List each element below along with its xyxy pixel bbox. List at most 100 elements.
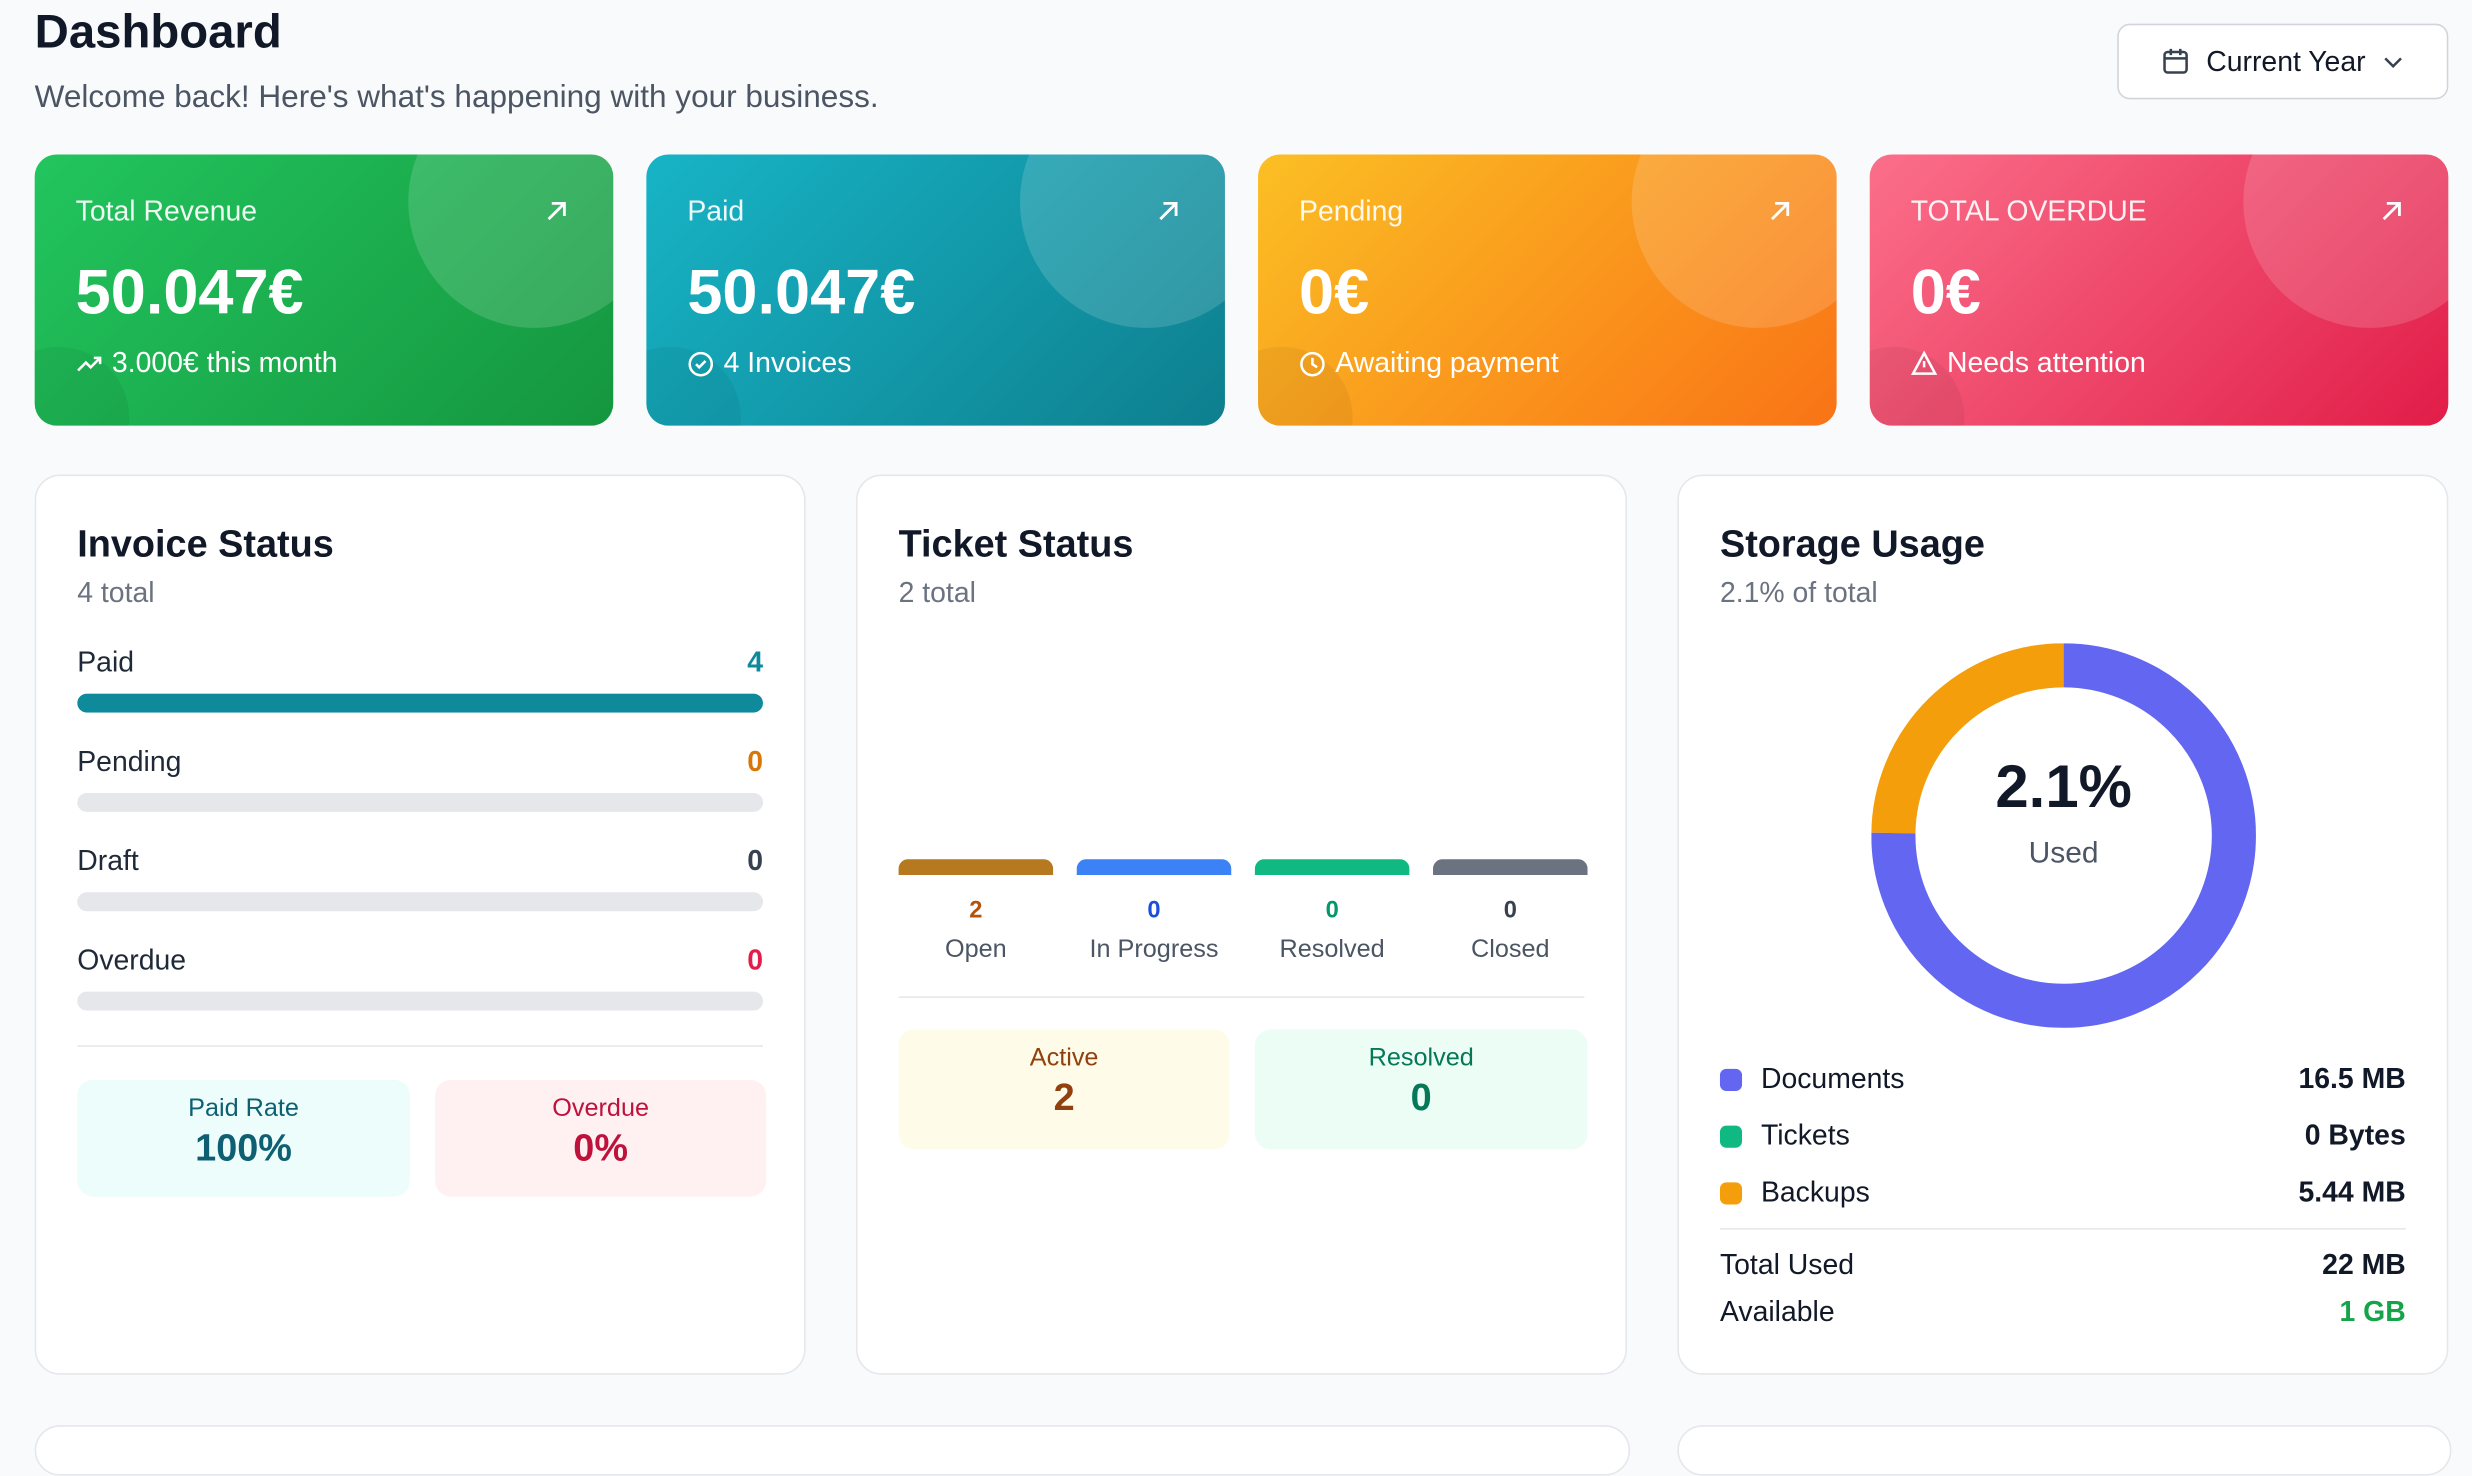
panel-subtitle: 2 total	[898, 576, 976, 609]
ticket-column: 0 Resolved	[1254, 859, 1410, 965]
invoice-status-panel: Invoice Status 4 total Paid 4 Pending 0 Draf…	[34, 474, 806, 1375]
card-value: 0€	[1299, 258, 1370, 328]
summary-value: 2	[1053, 1076, 1075, 1120]
chevron-icon	[2383, 57, 2402, 68]
card-note-text: Awaiting payment	[1335, 346, 1559, 379]
row-label: Paid	[77, 646, 135, 678]
dashboard: Dashboard Welcome back! Here's what's ha…	[34, 6, 2452, 1476]
card-value: 0€	[1910, 258, 1981, 328]
ticket-status-panel: Ticket Status 2 total 2 Open 0 In Progress 0…	[856, 474, 1627, 1375]
donut-segment	[1871, 643, 2256, 1028]
panel-title: Storage Usage	[1719, 523, 1985, 566]
card-value: 50.047€	[75, 258, 304, 328]
card-label: TOTAL OVERDUE	[1910, 195, 2147, 228]
page: {"header":{"title":"Dashboard","subtitle…	[34, 6, 2452, 1476]
page-title: Dashboard	[34, 6, 282, 59]
summary-label: Overdue	[552, 1095, 650, 1123]
decor	[408, 154, 614, 328]
summary-label: Paid Rate	[188, 1095, 299, 1123]
panel-subtitle: 2.1% of total	[1719, 576, 1878, 609]
legend-row: Tickets 0 Bytes	[1719, 1119, 2406, 1152]
card-note-text: 4 Invoices	[723, 346, 852, 379]
column-cap	[1433, 859, 1588, 875]
column-label: Resolved	[1279, 936, 1385, 964]
row-count: 0	[747, 745, 764, 778]
row-count: 0	[747, 845, 764, 877]
arrow-icon	[1767, 199, 1792, 232]
column-count: 2	[969, 897, 983, 924]
card-note-text: 3.000€ this month	[111, 346, 338, 379]
summary-label: Resolved	[1368, 1045, 1474, 1073]
row-count: 4	[747, 646, 764, 678]
card-note-text: Needs attention	[1946, 346, 2146, 379]
note-icon	[77, 356, 102, 372]
period-button[interactable]: Current Year	[2117, 23, 2449, 100]
stat-card[interactable]: Pending 0€ Awaiting payment	[1258, 154, 1837, 426]
summary-box: Overdue 0%	[435, 1079, 767, 1197]
arrow-icon	[544, 199, 569, 232]
total-row: Total Used 22 MB	[1720, 1249, 2406, 1282]
bottom-panel	[34, 1425, 1631, 1476]
ticket-column: 2 Open	[898, 859, 1054, 965]
total-label: Total Used	[1719, 1248, 1855, 1281]
panel-subtitle: 4 total	[77, 576, 155, 609]
arrow	[1770, 201, 1790, 221]
divider	[1719, 1228, 2406, 1230]
column-count: 0	[1147, 897, 1161, 924]
card-label: Total Revenue	[75, 195, 258, 228]
donut-chart: 2.1% Used	[1871, 643, 2256, 1028]
card-note: 3.000€ this month	[76, 347, 338, 380]
column-label: Open	[944, 936, 1007, 964]
legend-swatch	[1719, 1181, 1743, 1204]
summary-box: Resolved 0	[1254, 1029, 1588, 1150]
total-value: 1 GB	[2339, 1295, 2406, 1328]
card-note: 4 Invoices	[687, 347, 851, 380]
legend-swatch	[1719, 1068, 1743, 1091]
ticket-column: 0 Closed	[1433, 859, 1588, 965]
legend-swatch	[1719, 1124, 1743, 1147]
legend-label: Backups	[1760, 1176, 1870, 1208]
note-icon	[1910, 350, 1938, 375]
period-label: Current Year	[2206, 44, 2366, 77]
card-note: Needs attention	[1910, 346, 2146, 380]
column-cap	[1254, 859, 1410, 875]
summary-value: 0	[1410, 1076, 1432, 1120]
progress-track	[77, 991, 764, 1011]
stat-card[interactable]: Paid 50.047€ 4 Invoices	[646, 154, 1225, 426]
arrow-icon	[2379, 199, 2404, 232]
total-row: Available 1 GB	[1720, 1296, 2406, 1329]
page-subtitle: Welcome back! Here's what's happening wi…	[34, 80, 879, 116]
progress-track	[77, 792, 764, 812]
column-count: 0	[1325, 897, 1339, 924]
decor	[1631, 154, 1837, 328]
row-count: 0	[747, 944, 764, 976]
legend-label: Documents	[1760, 1062, 1905, 1095]
summary-value: 100%	[195, 1127, 292, 1170]
progress-track	[77, 892, 764, 912]
calendar-icon	[2163, 48, 2189, 74]
legend-row: Documents 16.5 MB	[1719, 1062, 2406, 1096]
panel-title: Invoice Status	[77, 523, 334, 566]
note-icon	[688, 351, 714, 377]
divider	[898, 996, 1585, 998]
progress-bar	[77, 693, 764, 713]
row-label: Draft	[77, 845, 139, 877]
summary-label: Active	[1029, 1045, 1099, 1073]
storage-usage-panel: Storage Usage 2.1% of total 2.1% Used Do…	[1677, 474, 2449, 1375]
card-note: Awaiting payment	[1299, 347, 1559, 380]
column-cap	[1076, 859, 1232, 875]
card-label: Paid	[687, 195, 745, 228]
decor	[1019, 154, 1225, 328]
summary-value: 0%	[573, 1127, 628, 1170]
decor	[2243, 154, 2449, 328]
stat-card[interactable]: TOTAL OVERDUE 0€ Needs attention	[1869, 154, 2449, 426]
arrow	[1159, 201, 1178, 221]
total-value: 22 MB	[2322, 1248, 2406, 1281]
stat-card[interactable]: Total Revenue 50.047€ 3.000€ this month	[34, 154, 614, 426]
note-icon	[1300, 351, 1325, 377]
progress-track	[77, 693, 764, 713]
column-label: In Progress	[1089, 936, 1219, 964]
divider	[77, 1045, 764, 1047]
legend-label: Tickets	[1760, 1119, 1850, 1151]
legend-size: 0 Bytes	[2304, 1119, 2406, 1151]
